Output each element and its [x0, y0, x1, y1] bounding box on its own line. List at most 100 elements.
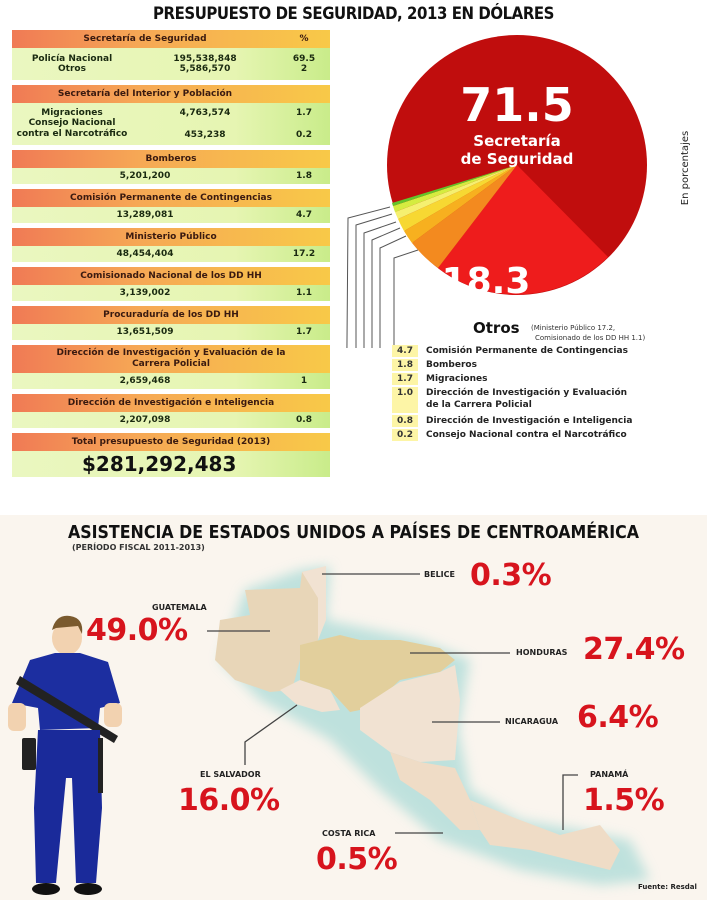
label-honduras: HONDURAS	[516, 648, 568, 657]
table-row: Migraciones 4,763,574 1.7	[12, 108, 330, 118]
officer-trousers	[34, 730, 102, 883]
pie-otros-note-1: (Ministerio Público 17.2,	[531, 324, 615, 332]
baton-icon	[98, 738, 103, 793]
officer-left-boot	[32, 883, 60, 895]
map-nicaragua	[360, 665, 460, 762]
legend-value: 0.8	[392, 415, 418, 427]
legend-value: 1.8	[392, 359, 418, 371]
total-header: Total presupuesto de Seguridad (2013)	[12, 433, 330, 451]
label-nicaragua: NICARAGUA	[505, 717, 559, 726]
pie-main-label-2: de Seguridad	[461, 150, 574, 168]
legend-label: Migraciones	[426, 374, 488, 384]
assistance-subtitle: (PERÍODO FISCAL 2011-2013)	[72, 543, 205, 552]
total-value: $281,292,483	[12, 451, 330, 477]
label-belice: BELICE	[424, 570, 455, 579]
row-amount: 48,454,404	[116, 249, 174, 259]
page-title: PRESUPUESTO DE SEGURIDAD, 2013 EN DÓLARE…	[152, 4, 555, 24]
row-pct: 1.7	[296, 327, 312, 337]
section-body: Policía Nacional 195,538,848 69.5 Otros …	[12, 48, 330, 80]
row-amount: 3,139,002	[119, 288, 171, 298]
table-row: 48,454,404 17.2	[12, 246, 330, 262]
table-row: Policía Nacional 195,538,848 69.5	[12, 54, 330, 64]
row-label: Consejo Nacional contra el Narcotráfico	[16, 118, 128, 139]
section-header: Dirección de Investigación y Evaluación …	[12, 345, 330, 373]
section-title: Comisionado Nacional de los DD HH	[80, 271, 262, 281]
pct-honduras: 27.4%	[583, 632, 685, 667]
row-amount: 453,238	[184, 130, 226, 140]
pct-guatemala: 49.0%	[86, 613, 188, 648]
row-pct: 1	[300, 376, 308, 386]
map-guatemala	[215, 568, 320, 692]
pie-otros-value: 18.3	[442, 261, 531, 302]
section-header: Secretaría de Seguridad %	[12, 30, 330, 48]
pie-unit-label: En porcentajes	[680, 131, 691, 205]
pct-belice: 0.3%	[470, 558, 552, 593]
pie-slice-migraciones	[398, 165, 517, 231]
rifle-icon	[16, 676, 118, 743]
pie-slice-inteligencia	[393, 165, 517, 212]
row-amount: 2,659,468	[119, 376, 171, 386]
row-amount: 5,201,200	[119, 171, 171, 181]
section-title: Ministerio Público	[125, 232, 217, 242]
label-costa-rica: COSTA RICA	[322, 829, 376, 838]
legend-label: Dirección de Investigación e Inteligenci…	[426, 416, 633, 426]
map-honduras	[300, 635, 455, 712]
map-belice	[302, 566, 326, 640]
row-pct: 4.7	[296, 210, 312, 220]
table-row: 13,651,509 1.7	[12, 324, 330, 340]
pct-panama: 1.5%	[583, 783, 665, 818]
legend-value: 1.7	[392, 373, 418, 385]
section-title: Comisión Permanente de Contingencias	[70, 193, 272, 203]
row-pct: 2	[300, 64, 308, 74]
pie-slice-bomberos	[404, 165, 517, 243]
total-label: Total presupuesto de Seguridad (2013)	[71, 437, 271, 447]
percent-header: %	[299, 34, 309, 44]
legend-item: 1.7 Migraciones	[392, 373, 707, 385]
officer-right-boot	[74, 883, 102, 895]
officer-left-arm	[8, 703, 26, 731]
pie-otros-label: Otros	[473, 319, 520, 337]
section-header: Ministerio Público	[12, 228, 330, 246]
pie-main-value: 71.5	[460, 78, 574, 132]
pie-otros-note-2: Comisionado de los DD HH 1.1)	[535, 334, 645, 342]
section-header: Dirección de Investigación e Inteligenci…	[12, 394, 330, 412]
officer-head	[52, 621, 82, 655]
pct-el-salvador: 16.0%	[178, 783, 280, 818]
pct-nicaragua: 6.4%	[577, 700, 659, 735]
section-header: Bomberos	[12, 150, 330, 168]
row-label: Otros	[58, 64, 86, 74]
section-title: Secretaría del Interior y Población	[57, 89, 233, 99]
map-panama	[470, 800, 620, 870]
row-amount: 5,586,570	[179, 64, 231, 74]
label-guatemala: GUATEMALA	[152, 603, 207, 612]
legend-label: Bomberos	[426, 360, 477, 370]
pie-main-label-1: Secretaría	[473, 132, 560, 150]
officer-hair	[52, 615, 83, 634]
section-title: Dirección de Investigación y Evaluación …	[56, 348, 286, 369]
legend-item: 0.8 Dirección de Investigación e Intelige…	[392, 415, 707, 427]
legend-item: 0.2 Consejo Nacional contra el Narcotráfi…	[392, 429, 707, 441]
map-costa-rica	[390, 752, 480, 830]
pie-svg: 71.5 Secretaría de Seguridad 18.3 Otros …	[345, 35, 691, 464]
row-amount: 195,538,848	[173, 54, 237, 64]
map-el-salvador	[280, 680, 340, 712]
row-amount: 2,207,098	[119, 415, 171, 425]
row-pct: 1.7	[296, 108, 312, 118]
section-title: Dirección de Investigación e Inteligenci…	[67, 398, 275, 408]
table-row: 2,207,098 0.8	[12, 412, 330, 428]
label-panama: PANAMÁ	[590, 770, 629, 779]
assistance-title: ASISTENCIA DE ESTADOS UNIDOS A PAÍSES DE…	[67, 522, 640, 543]
table-row: 3,139,002 1.1	[12, 285, 330, 301]
pie-chart: 71.5 Secretaría de Seguridad 18.3 Otros …	[338, 28, 707, 464]
row-amount: 4,763,574	[179, 108, 231, 118]
row-pct: 69.5	[292, 54, 316, 64]
row-label: Migraciones	[41, 108, 103, 118]
legend-value: 4.7	[392, 345, 418, 357]
legend-value: 0.2	[392, 429, 418, 441]
section-title: Bomberos	[145, 154, 197, 164]
central-america-map	[207, 566, 650, 885]
police-officer-illustration	[8, 615, 122, 895]
table-row: Otros 5,586,570 2	[12, 64, 330, 74]
officer-right-arm	[104, 703, 122, 727]
section-title: Procuraduría de los DD HH	[103, 310, 239, 320]
